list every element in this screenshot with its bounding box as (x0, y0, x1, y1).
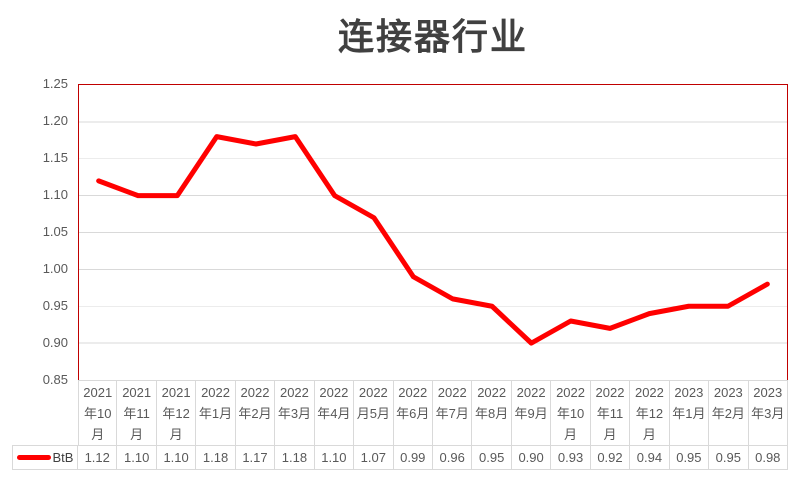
btb-series-line (96, 134, 770, 346)
chart-title: 连接器行业 (337, 16, 528, 57)
x-axis-label: 2022年8月 (472, 381, 512, 445)
legend-cell: BtB (12, 446, 78, 469)
table-value-cell: 1.18 (196, 446, 236, 469)
table-value-cell: 1.10 (117, 446, 157, 469)
x-axis-label: 2021年12月 (157, 381, 197, 445)
table-value-cell: 0.92 (591, 446, 631, 469)
x-axis-label: 2023年1月 (670, 381, 710, 445)
y-axis-tick-label: 1.10 (42, 187, 68, 202)
x-axis-label: 2022年9月 (512, 381, 552, 445)
plot-area (78, 84, 788, 380)
table-value-cell: 1.10 (315, 446, 355, 469)
x-axis-label: 2022年12月 (630, 381, 670, 445)
table-value-cell: 0.90 (512, 446, 552, 469)
btb-series-swatch-icon (16, 455, 51, 460)
table-value-cell: 0.94 (630, 446, 670, 469)
x-axis-label: 2022月5月 (354, 381, 394, 445)
x-axis-label: 2022年10月 (551, 381, 591, 445)
y-axis-tick-label: 0.90 (42, 335, 68, 350)
x-axis-label: 2022年7月 (433, 381, 473, 445)
table-value-cell: 1.10 (157, 446, 197, 469)
y-axis-tick-label: 1.05 (42, 224, 68, 239)
table-value-cell: 0.99 (394, 446, 433, 469)
table-value-cell: 0.98 (749, 446, 788, 469)
table-value-cell: 0.93 (551, 446, 591, 469)
x-axis-label: 2021年10月 (78, 381, 118, 445)
y-axis-tick-label: 0.85 (42, 372, 68, 387)
series-value-row: BtB 1.12 1.10 1.10 1.18 1.17 1.18 1.10 1.07 0.99… (12, 445, 788, 470)
y-axis-tick-label: 1.20 (42, 113, 68, 128)
table-value-cell: 1.07 (354, 446, 394, 469)
legend-label: BtB (52, 450, 74, 465)
line-chart-svg (79, 121, 787, 346)
table-value-cell: 0.95 (472, 446, 512, 469)
x-axis-label: 2022年3月 (275, 381, 315, 445)
x-axis-label: 2022年4月 (315, 381, 355, 445)
x-axis-label-row: 2021年10月 2021年11月 2021年12月 2022年1月 2022年2月 20… (78, 380, 788, 445)
table-value-cell: 0.95 (709, 446, 749, 469)
y-axis-tick-label: 1.00 (42, 261, 68, 276)
x-axis-label: 2022年6月 (394, 381, 433, 445)
table-value-cell: 0.96 (433, 446, 473, 469)
x-axis-label: 2022年2月 (236, 381, 276, 445)
y-axis-tick-label: 0.95 (42, 298, 68, 313)
x-axis-label: 2022年11月 (591, 381, 631, 445)
y-axis-tick-label: 1.15 (42, 150, 68, 165)
table-value-cell: 1.18 (275, 446, 315, 469)
y-axis-tick-label: 1.25 (42, 76, 68, 91)
x-axis-label: 2022年1月 (196, 381, 236, 445)
table-value-cell: 1.12 (78, 446, 118, 469)
x-axis-label: 2021年11月 (117, 381, 157, 445)
x-axis-label: 2023年2月 (709, 381, 749, 445)
table-value-cell: 1.17 (236, 446, 276, 469)
table-value-cell: 0.95 (670, 446, 710, 469)
data-table: 2021年10月 2021年11月 2021年12月 2022年1月 2022年2月 20… (12, 380, 788, 470)
x-axis-label: 2023年3月 (749, 381, 788, 445)
